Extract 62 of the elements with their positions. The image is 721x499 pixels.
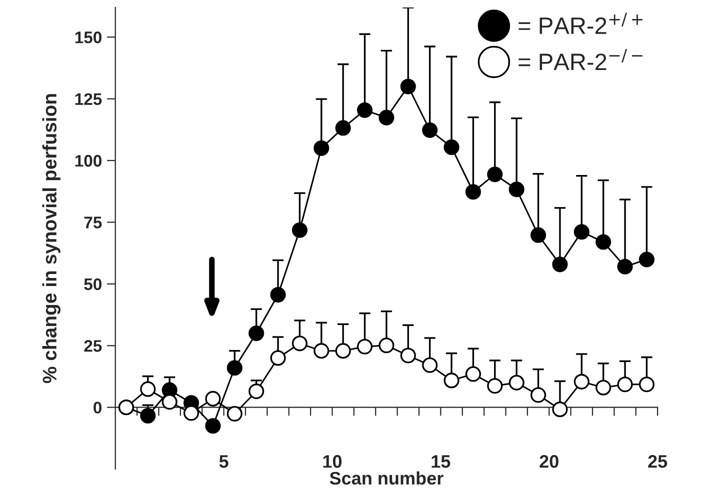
point: [205, 390, 221, 406]
point: [422, 357, 438, 373]
point: [596, 380, 612, 396]
point: [226, 360, 242, 376]
y-tick-label: 50: [84, 278, 102, 290]
point: [400, 78, 416, 94]
point: [140, 408, 156, 424]
y-tick-label: 25: [84, 340, 102, 352]
point: [530, 387, 546, 403]
point: [530, 227, 546, 243]
legend-label: = PAR-2$^{−/−}$: [518, 48, 642, 70]
point: [617, 376, 633, 392]
y-tick-label: 0: [94, 402, 102, 414]
point: [248, 384, 264, 400]
point: [292, 222, 308, 238]
point: [378, 110, 394, 126]
y-tick-label: 125: [75, 93, 102, 106]
point: [248, 326, 264, 342]
point: [162, 394, 178, 410]
y-tick-label: 75: [84, 216, 102, 228]
point: [638, 252, 654, 268]
point: [378, 338, 394, 354]
x-tick-label: 20: [540, 455, 558, 468]
legend-label: = PAR-2$^{+/+}$: [518, 12, 642, 34]
point: [356, 102, 373, 118]
point: [574, 374, 590, 390]
point: [226, 406, 242, 422]
point: [205, 418, 221, 434]
y-tick-label: 100: [75, 154, 102, 167]
point: [596, 234, 612, 250]
point: [335, 120, 351, 136]
point: [314, 140, 330, 156]
point: [444, 372, 460, 388]
point: [314, 343, 330, 359]
point: [270, 287, 286, 303]
point: [270, 350, 286, 366]
y-tick-label: 150: [75, 32, 102, 44]
point: [552, 256, 568, 272]
point: [444, 139, 460, 155]
point: [140, 381, 156, 397]
point: [508, 374, 524, 390]
x-tick-label: 5: [219, 455, 228, 468]
y-axis-title: % change in synovial perfusion: [42, 94, 60, 384]
x-axis-title: Scan number: [330, 471, 444, 485]
x-tick-label: 15: [432, 455, 450, 468]
point: [356, 338, 373, 354]
x-tick-label: 10: [323, 455, 342, 468]
point: [400, 348, 416, 364]
point: [183, 405, 200, 421]
x-tick-label: 25: [648, 455, 668, 468]
point: [508, 182, 524, 198]
point: [617, 258, 633, 274]
point: [638, 376, 654, 392]
point: [487, 166, 503, 182]
point: [487, 378, 503, 394]
point: [465, 366, 481, 382]
point: [552, 402, 568, 418]
point: [574, 224, 590, 240]
point: [292, 336, 308, 352]
point: [335, 343, 351, 359]
point: [465, 184, 481, 200]
point: [422, 122, 438, 138]
